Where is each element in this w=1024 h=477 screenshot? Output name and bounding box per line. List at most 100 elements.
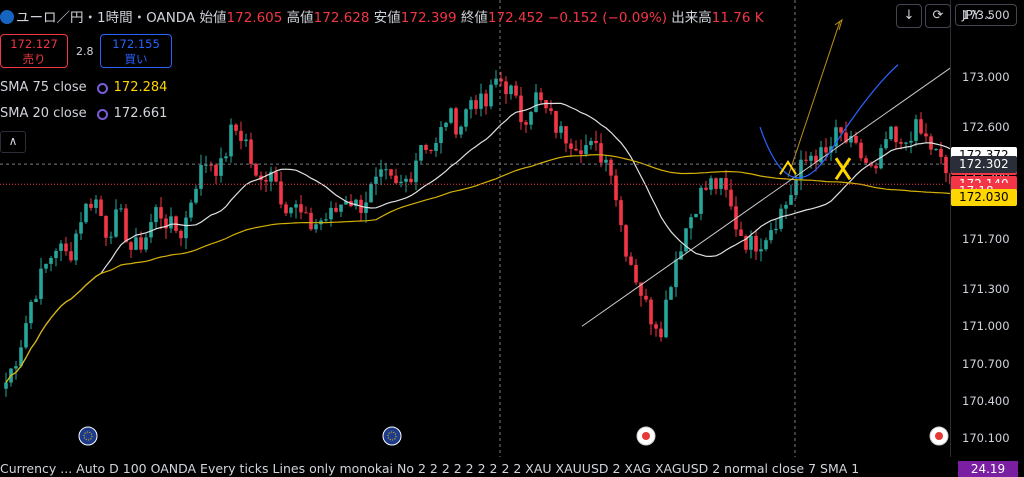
candle-body — [279, 181, 283, 205]
sell-button[interactable]: 172.127 売り — [0, 34, 68, 68]
candle-body — [509, 85, 513, 95]
candle-body — [549, 108, 553, 112]
candle-body — [114, 209, 118, 237]
event-japan-icon[interactable] — [636, 426, 656, 446]
event-japan-icon[interactable] — [929, 426, 949, 446]
candle-body — [714, 178, 718, 189]
candle-body — [659, 328, 663, 338]
trendline — [581, 67, 950, 327]
candle-body — [514, 85, 518, 96]
candle-body — [294, 204, 298, 208]
candle-body — [269, 171, 273, 182]
candle-body — [99, 199, 103, 216]
candle-body — [629, 256, 633, 265]
candle-body — [884, 139, 888, 149]
candle-body — [214, 164, 218, 176]
candle-body — [249, 139, 253, 164]
symbol-header: ユーロ／円・1時間・OANDA 始値172.605 高値172.628 安値17… — [0, 6, 764, 26]
candle-body — [324, 219, 328, 221]
candle-body — [599, 143, 603, 163]
indicator-sma75-name: SMA 75 close — [0, 80, 87, 95]
refresh-icon[interactable]: ⟳ — [925, 4, 951, 28]
candle-body — [299, 204, 303, 213]
buy-label: 買い — [124, 52, 148, 66]
candle-body — [329, 207, 333, 220]
y-tick-label: 171.300 — [962, 281, 1010, 296]
candle-body — [4, 382, 8, 389]
price-axis[interactable] — [950, 0, 1024, 457]
collapse-legend-button[interactable]: ∧ — [0, 131, 26, 153]
candle-body — [764, 240, 768, 250]
candle-body — [554, 111, 558, 133]
indicator-settings-icon[interactable] — [96, 109, 108, 120]
candle-body — [539, 92, 543, 101]
candle-body — [694, 213, 698, 218]
event-euro-icon[interactable] — [382, 426, 402, 446]
candle-body — [139, 237, 143, 250]
candle-body — [664, 299, 668, 338]
candle-body — [394, 175, 398, 184]
candle-body — [444, 122, 448, 128]
candle-body — [154, 207, 158, 223]
candle-body — [384, 169, 388, 171]
candle-body — [654, 324, 658, 329]
candle-body — [484, 93, 488, 107]
currency-select[interactable]: JPY ⌄ — [955, 4, 1017, 26]
candle-body — [674, 259, 678, 288]
candle-body — [789, 195, 793, 205]
candle-body — [684, 228, 688, 252]
download-icon[interactable]: ↓ — [896, 4, 922, 28]
event-euro-icon[interactable] — [78, 426, 98, 446]
candle-body — [639, 282, 643, 296]
candle-body — [369, 183, 373, 203]
candle-body — [779, 208, 783, 229]
indicator-settings-icon[interactable] — [96, 83, 108, 94]
currency-value: JPY — [962, 8, 980, 22]
price-chart[interactable] — [0, 0, 950, 457]
candle-body — [29, 301, 33, 324]
y-tick-label: 173.000 — [962, 70, 1010, 85]
candle-body — [494, 78, 498, 85]
candle-body — [274, 171, 278, 182]
candle-body — [169, 216, 173, 229]
candle-body — [824, 147, 828, 153]
forecast-curve — [759, 64, 899, 179]
candle-body — [439, 127, 443, 144]
y-tick-label: 172.600 — [962, 120, 1010, 134]
candle-body — [564, 126, 568, 144]
indicator-sma20[interactable]: SMA 20 close 172.661 — [0, 106, 167, 121]
buy-button[interactable]: 172.155 買い — [100, 34, 172, 68]
projection-arrow — [787, 21, 841, 177]
candle-body — [859, 142, 863, 159]
candle-body — [619, 200, 623, 226]
candle-body — [769, 230, 773, 241]
candle-body — [874, 165, 878, 169]
candle-body — [804, 159, 808, 161]
candle-body — [24, 323, 28, 348]
close-value: 172.452 — [487, 10, 544, 26]
candle-body — [919, 119, 923, 134]
candle-body — [609, 159, 613, 176]
candle-body — [784, 204, 788, 209]
candle-body — [589, 140, 593, 146]
candle-body — [534, 92, 538, 112]
candle-body — [524, 122, 528, 125]
candle-body — [899, 142, 903, 144]
candle-body — [374, 176, 378, 184]
candle-body — [379, 169, 383, 177]
candle-body — [224, 156, 228, 159]
candle-body — [754, 235, 758, 252]
candle-body — [669, 287, 673, 300]
candle-body — [184, 217, 188, 239]
y-tick-label: 170.700 — [962, 356, 1010, 371]
indicator-sma75[interactable]: SMA 75 close 172.284 — [0, 80, 167, 95]
indicator-sma20-value: 172.661 — [113, 106, 168, 121]
candle-body — [939, 148, 943, 157]
candle-body — [889, 126, 893, 140]
candle-body — [429, 150, 433, 152]
candle-body — [34, 298, 38, 302]
candle-body — [644, 295, 648, 300]
sell-label: 売り — [22, 52, 46, 66]
candle-body — [314, 224, 318, 230]
candle-body — [464, 109, 468, 127]
